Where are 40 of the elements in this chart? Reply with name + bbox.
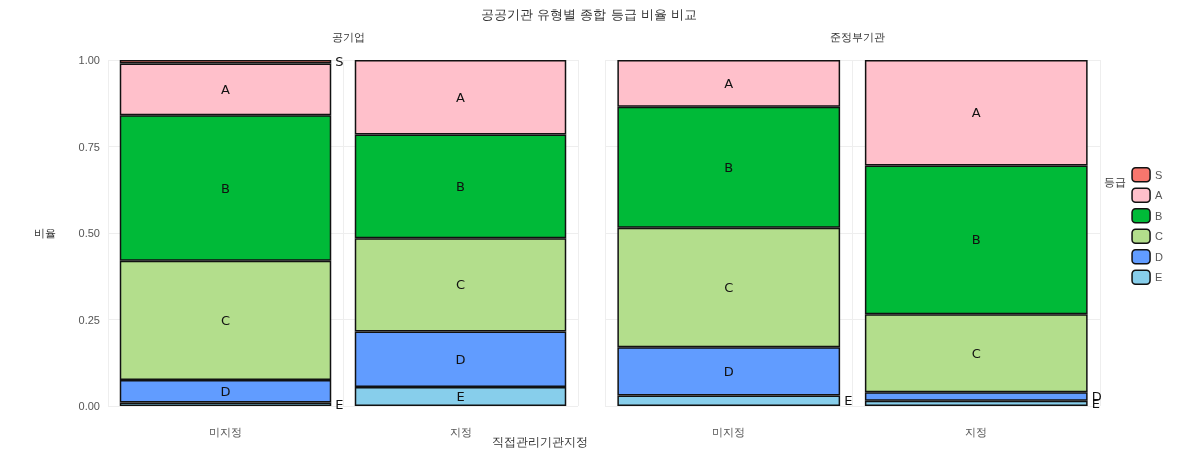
- text: B: [971, 232, 981, 248]
- text: C: [220, 312, 231, 328]
- series-label: E: [456, 388, 465, 404]
- y-tick-label: 0.75: [78, 140, 100, 153]
- x-tick-label: 지정: [449, 425, 472, 438]
- chart-subtitle: 공기업: [331, 30, 365, 43]
- legend-label: S: [1155, 168, 1163, 181]
- series-label: D: [220, 383, 231, 399]
- text: A: [971, 105, 981, 121]
- y-axis-title: 비율: [34, 227, 56, 239]
- text: D: [455, 351, 466, 367]
- series-label: C: [455, 277, 466, 293]
- legend-title: 등급: [1104, 175, 1126, 188]
- y-tick-label: 0.00: [78, 400, 100, 412]
- y-tick-label: 0.50: [78, 227, 100, 239]
- series-label: S: [335, 54, 344, 70]
- text: E: [335, 396, 344, 412]
- legend-label: C: [1155, 230, 1164, 243]
- text: A: [724, 75, 734, 91]
- chart-title: 공공기관 유형별 종합 등급 비율 비교: [480, 6, 698, 24]
- text: C: [971, 345, 981, 361]
- x-tick-label: 미지정: [712, 425, 746, 438]
- legend-label: E: [1155, 271, 1163, 284]
- series-label: A: [221, 81, 231, 97]
- y-tick-label: 0.25: [78, 313, 100, 326]
- text: E: [844, 393, 853, 409]
- x-tick-label: 미지정: [209, 425, 242, 438]
- series-label: B: [456, 178, 465, 194]
- text: D: [723, 363, 734, 379]
- x-tick-label: 지정: [965, 425, 988, 438]
- legend-label: D: [1155, 250, 1164, 263]
- chart-subtitle: 준정부기관: [830, 30, 885, 43]
- text: C: [724, 279, 734, 295]
- legend-label: B: [1155, 209, 1163, 222]
- x-axis-title: 직접관리기관지정: [492, 435, 588, 449]
- y-tick-label: 1.00: [78, 54, 100, 66]
- text: B: [221, 180, 230, 196]
- legend-label: A: [1155, 189, 1164, 202]
- text: A: [456, 89, 465, 105]
- text: B: [724, 159, 734, 175]
